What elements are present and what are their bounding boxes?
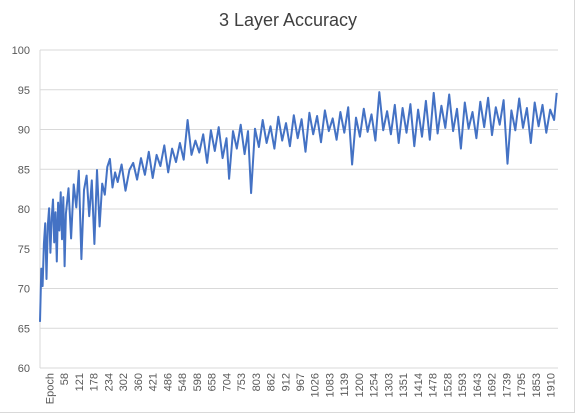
x-tick-label: 1083 — [324, 373, 336, 397]
x-tick-label: 1739 — [501, 373, 513, 397]
x-tick-label: 658 — [207, 373, 219, 391]
x-tick-label: 360 — [133, 373, 145, 391]
x-tick-label: 1303 — [383, 373, 395, 397]
x-tick-label: 486 — [162, 373, 174, 391]
x-tick-label: 912 — [280, 373, 292, 391]
x-tick-label: 1692 — [487, 373, 499, 397]
x-tick-label: 598 — [192, 373, 204, 391]
x-tick-label: 58 — [59, 373, 71, 385]
y-tick-label: 60 — [18, 363, 30, 375]
y-tick-label: 70 — [18, 284, 30, 296]
y-tick-label: 75 — [18, 244, 30, 256]
x-tick-label: 862 — [266, 373, 278, 391]
y-axis-ticks: 60 65 70 75 80 85 90 95 100 — [12, 45, 30, 375]
x-tick-label: 121 — [74, 373, 86, 391]
series-group — [39, 91, 558, 322]
x-tick-label: 1254 — [369, 373, 381, 397]
y-tick-label: 90 — [18, 125, 30, 137]
x-tick-label: 1593 — [457, 373, 469, 397]
x-tick-label: 1528 — [442, 373, 454, 397]
x-tick-label: 1643 — [472, 373, 484, 397]
x-tick-label: 1200 — [354, 373, 366, 397]
x-tick-label: 704 — [221, 373, 233, 391]
x-tick-label: 1414 — [413, 373, 425, 397]
x-tick-label: 234 — [103, 373, 115, 391]
x-tick-label: 421 — [148, 373, 160, 391]
y-tick-label: 65 — [18, 323, 30, 335]
y-tick-label: 80 — [18, 204, 30, 216]
chart-title: 3 Layer Accuracy — [218, 10, 358, 30]
y-tick-label: 100 — [12, 45, 30, 57]
x-tick-label: 302 — [118, 373, 130, 391]
x-axis-ticks: Epoch 58 121 178 234 302 360 421 486 548 598 658 704… — [44, 373, 557, 404]
x-tick-label: 967 — [295, 373, 307, 391]
x-tick-label: 753 — [236, 373, 248, 391]
series-line-0 — [39, 91, 558, 322]
x-tick-label: 178 — [89, 373, 101, 391]
x-tick-label: 1853 — [531, 373, 543, 397]
x-tick-label: 803 — [251, 373, 263, 391]
x-tick-label: 1026 — [310, 373, 322, 397]
x-tick-label: 1351 — [398, 373, 410, 397]
x-tick-label: Epoch — [44, 373, 56, 404]
grid-lines — [39, 49, 558, 369]
y-tick-label: 95 — [18, 85, 30, 97]
x-tick-label: 1910 — [546, 373, 558, 397]
x-tick-label: 1139 — [339, 373, 351, 397]
x-tick-label: 1478 — [428, 373, 440, 397]
x-tick-label: 1795 — [516, 373, 528, 397]
y-tick-label: 85 — [18, 164, 30, 176]
x-tick-label: 548 — [177, 373, 189, 391]
